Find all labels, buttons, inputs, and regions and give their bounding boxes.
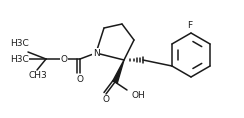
- Text: CH3: CH3: [29, 72, 47, 80]
- Polygon shape: [113, 60, 124, 83]
- Text: OH: OH: [131, 91, 145, 99]
- Text: F: F: [187, 21, 193, 30]
- Text: H3C: H3C: [10, 55, 29, 65]
- Text: O: O: [77, 74, 83, 84]
- Text: O: O: [102, 95, 110, 105]
- Text: N: N: [93, 48, 99, 57]
- Text: H3C: H3C: [10, 40, 29, 48]
- Text: O: O: [61, 55, 68, 63]
